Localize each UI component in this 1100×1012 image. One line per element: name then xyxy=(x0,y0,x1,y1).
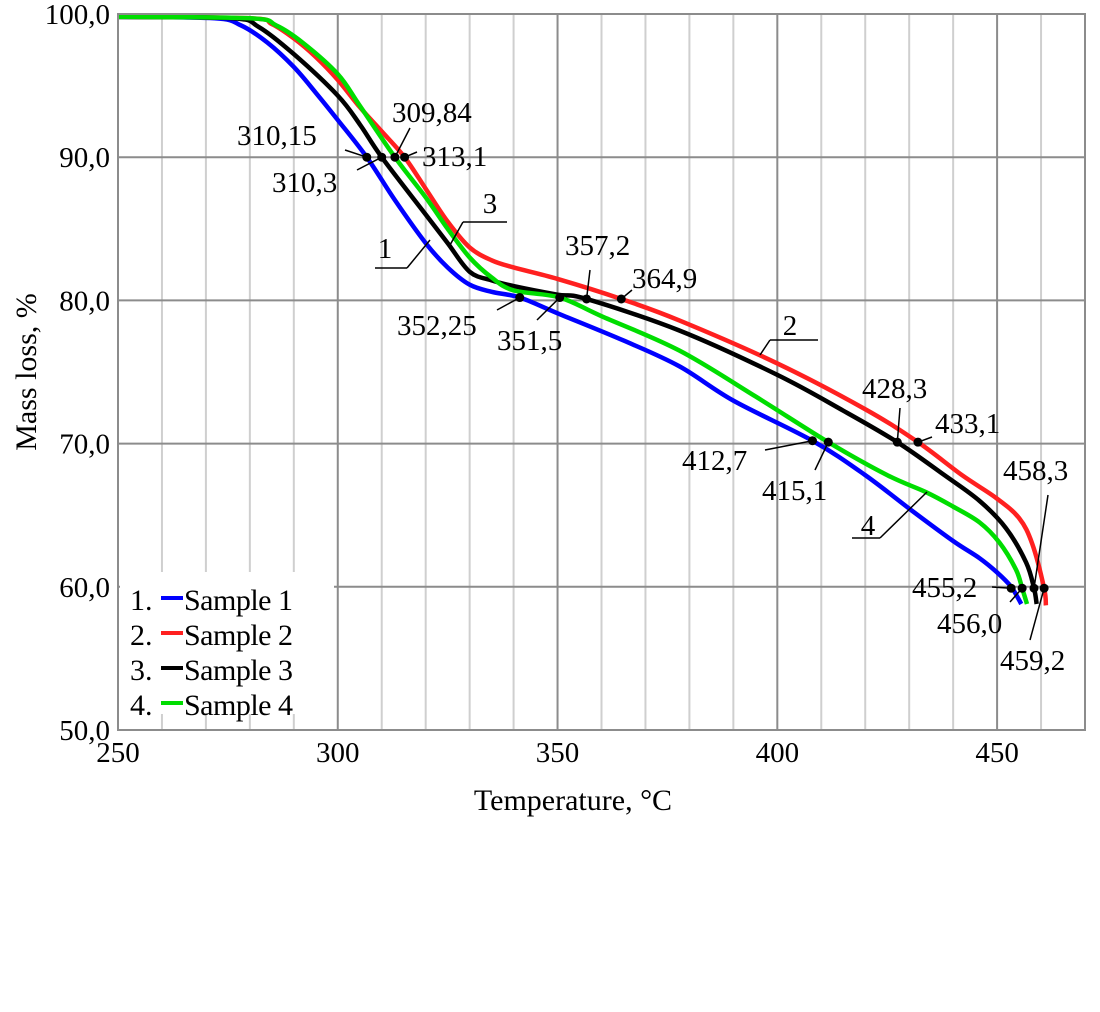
annotation-label: 412,7 xyxy=(682,445,747,477)
curve-label-leader xyxy=(406,239,431,269)
annotation-leader xyxy=(585,269,591,300)
x-tick-label: 350 xyxy=(536,737,580,769)
curve-label-3: 3 xyxy=(483,188,498,220)
annotation-label: 357,2 xyxy=(565,230,630,262)
annotation-point xyxy=(362,152,372,162)
annotation-point xyxy=(582,294,592,304)
curve-label-leader xyxy=(759,339,771,356)
legend-number: 4. xyxy=(130,689,153,722)
annotation-point xyxy=(400,152,410,162)
annotation-point xyxy=(892,437,902,447)
curve-label-leader xyxy=(879,491,928,539)
y-tick-label: 90,0 xyxy=(59,142,110,174)
annotation-label: 455,2 xyxy=(912,572,977,604)
legend-label: Sample 2 xyxy=(184,619,293,652)
legend-number: 1. xyxy=(130,584,153,617)
curve-label-1: 1 xyxy=(378,233,393,265)
axes: 250 300 350 400 450 50,0 60,0 70,0 80,0 90,0 100,0 xyxy=(45,0,1086,769)
x-tick-label: 400 xyxy=(756,737,800,769)
annotation-leader xyxy=(356,156,383,171)
annotation-leader xyxy=(394,127,411,158)
curve-label-leader xyxy=(449,221,464,246)
annotation-label: 458,3 xyxy=(1003,455,1068,487)
annotation-label: 428,3 xyxy=(862,373,927,405)
annotation-point xyxy=(377,152,387,162)
series-line-3 xyxy=(117,14,1039,605)
legend-number: 3. xyxy=(130,654,153,687)
x-axis-label: Temperature, °C xyxy=(474,784,672,817)
y-tick-label: 80,0 xyxy=(59,285,110,317)
series-line-1 xyxy=(117,14,1024,606)
annotation-point xyxy=(1017,583,1027,593)
legend-box xyxy=(120,572,334,714)
y-tick-label: 50,0 xyxy=(59,715,110,747)
annotation-point xyxy=(616,294,626,304)
annotation-point xyxy=(913,437,923,447)
curve-labels: 1 2 3 4 xyxy=(375,188,928,542)
annotation-point xyxy=(1006,583,1016,593)
annotation-leader xyxy=(536,297,561,321)
annotation-point xyxy=(807,436,817,446)
curve-label-4: 4 xyxy=(861,510,876,542)
x-tick-label: 450 xyxy=(975,737,1019,769)
annotation-label: 364,9 xyxy=(632,263,697,295)
legend-number: 2. xyxy=(130,619,153,652)
annotation-leader xyxy=(1033,494,1049,589)
annotation-label: 351,5 xyxy=(497,325,562,357)
legend-label: Sample 3 xyxy=(184,654,293,687)
annotation-label: 456,0 xyxy=(937,608,1002,640)
annotation-point xyxy=(1039,583,1049,593)
series-line-4 xyxy=(117,14,1030,605)
annotation-label: 433,1 xyxy=(935,408,1000,440)
annotation-point xyxy=(515,293,525,303)
y-tick-label: 100,0 xyxy=(45,0,110,31)
curve-label-2: 2 xyxy=(783,310,798,342)
x-tick-label: 250 xyxy=(96,737,140,769)
annotation-point xyxy=(390,152,400,162)
annotation-point xyxy=(823,437,833,447)
series-line-2 xyxy=(117,14,1049,606)
annotation-label: 313,1 xyxy=(422,141,487,173)
annotation-point xyxy=(1029,583,1039,593)
annotation-point xyxy=(555,293,565,303)
x-tick-label: 300 xyxy=(316,737,360,769)
legend-label: Sample 4 xyxy=(184,689,293,722)
annotation-leader xyxy=(764,439,813,451)
annotation-label: 459,2 xyxy=(1000,645,1065,677)
curves xyxy=(117,14,1049,606)
annotation-label: 415,1 xyxy=(762,475,827,507)
annotations: 310,15 310,3 309,84 313,1 352,25 351,5 357,236… xyxy=(237,97,1068,677)
y-tick-label: 60,0 xyxy=(59,572,110,604)
plot-frame xyxy=(117,13,1086,731)
annotation-label: 310,15 xyxy=(237,120,317,152)
annotation-label: 352,25 xyxy=(397,310,477,342)
annotation-label: 309,84 xyxy=(392,97,472,129)
y-axis-label: Mass loss, % xyxy=(10,293,43,451)
annotation-leader xyxy=(814,441,829,471)
legend-label: Sample 1 xyxy=(184,584,293,617)
y-tick-label: 70,0 xyxy=(59,429,110,461)
annotation-leader xyxy=(1029,588,1045,641)
legend: 1. Sample 1 2. Sample 2 3. Sample 3 4. Sample 4 xyxy=(120,572,334,722)
annotation-leader xyxy=(896,407,901,443)
annotation-label: 310,3 xyxy=(272,167,337,199)
